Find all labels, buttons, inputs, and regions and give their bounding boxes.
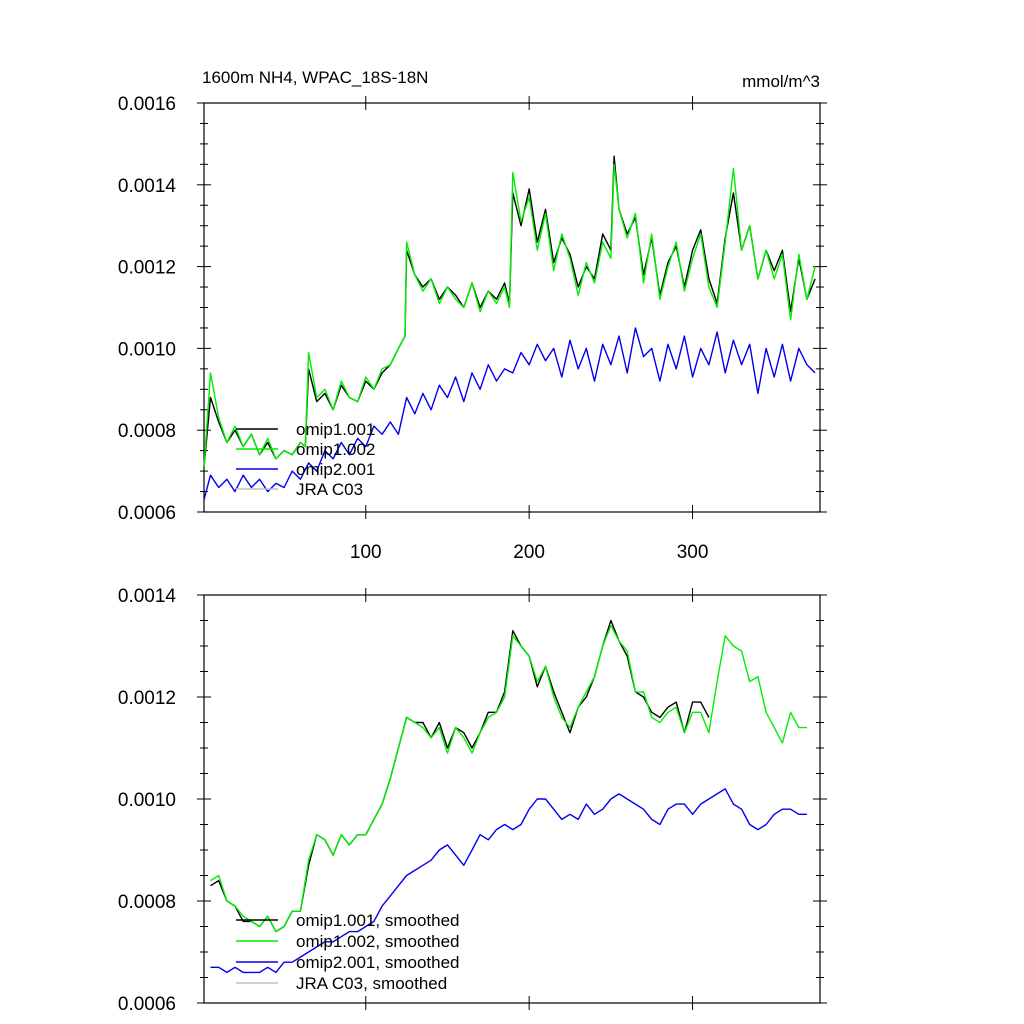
chart-title: 1600m NH4, WPAC_18S-18N (202, 68, 428, 87)
series-line (203, 327, 816, 500)
top-x-tick-labels: 100 200 300 (350, 542, 708, 563)
legend-label: JRA C03, smoothed (296, 974, 447, 993)
y-tick-label: 0.0006 (118, 994, 176, 1015)
units-label: mmol/m^3 (742, 72, 820, 91)
top-panel: 0.0006 0.0008 0.0010 0.0012 0.0014 0.0016 100… (118, 68, 827, 563)
series-line (210, 624, 807, 933)
bottom-panel: 0.0006 0.0008 0.0010 0.0012 0.0014 omip1.001… (118, 586, 827, 1015)
legend-label: JRA C03 (296, 480, 363, 499)
series-line (210, 788, 807, 974)
top-series-group (203, 155, 816, 500)
y-tick-label: 0.0012 (118, 688, 176, 709)
legend-label: omip1.002 (296, 440, 375, 459)
y-tick-label: 0.0010 (118, 790, 176, 811)
legend-label: omip1.001, smoothed (296, 911, 460, 930)
bottom-ticks (197, 588, 827, 1010)
y-tick-label: 0.0016 (118, 94, 176, 115)
y-tick-label: 0.0008 (118, 421, 176, 442)
top-ticks (197, 96, 827, 519)
y-tick-label: 0.0008 (118, 892, 176, 913)
bottom-y-tick-labels: 0.0006 0.0008 0.0010 0.0012 0.0014 (118, 586, 177, 1015)
y-tick-label: 0.0014 (118, 176, 177, 197)
legend-label: omip1.001 (296, 420, 375, 439)
series-line (203, 163, 816, 468)
series-line (210, 619, 710, 933)
y-tick-label: 0.0006 (118, 503, 176, 524)
legend-label: omip1.002, smoothed (296, 932, 460, 951)
x-tick-label: 100 (350, 542, 382, 563)
legend-label: omip2.001 (296, 460, 375, 479)
y-tick-label: 0.0010 (118, 339, 176, 360)
legend-label: omip2.001, smoothed (296, 953, 460, 972)
x-tick-label: 200 (513, 542, 545, 563)
bottom-series-group (210, 619, 807, 974)
y-tick-label: 0.0012 (118, 258, 176, 279)
top-y-tick-labels: 0.0006 0.0008 0.0010 0.0012 0.0014 0.0016 (118, 94, 177, 524)
y-tick-label: 0.0014 (118, 586, 177, 607)
x-tick-label: 300 (677, 542, 709, 563)
bottom-legend: omip1.001, smoothed omip1.002, smoothed om… (236, 911, 460, 993)
